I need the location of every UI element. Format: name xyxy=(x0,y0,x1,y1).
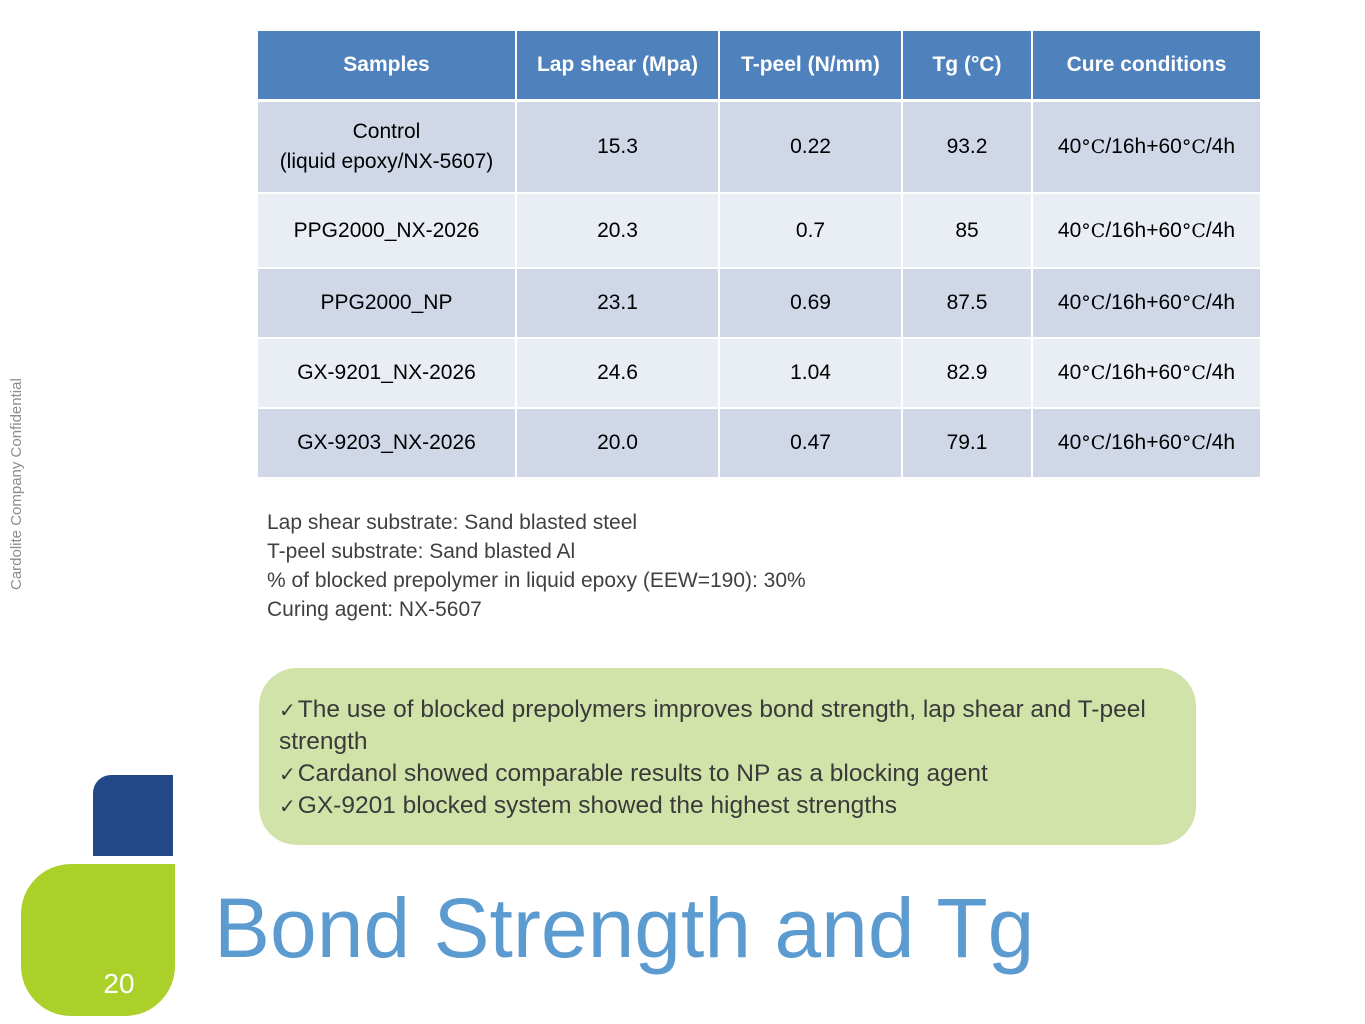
table-row: PPG2000_NX-2026 20.3 0.7 85 40°C/16h+60°… xyxy=(258,193,1260,269)
test-notes: Lap shear substrate: Sand blasted steel … xyxy=(267,508,806,624)
cell-cure: 40°C/16h+60°C/4h xyxy=(1032,408,1260,479)
cell-lap-shear: 23.1 xyxy=(516,268,720,339)
confidential-label: Cardolite Company Confidential xyxy=(8,378,25,590)
cell-tg: 87.5 xyxy=(902,268,1033,339)
table-row: GX-9203_NX-2026 20.0 0.47 79.1 40°C/16h+… xyxy=(258,408,1260,479)
list-item: ✓GX-9201 blocked system showed the highe… xyxy=(279,792,897,819)
table-row: Control (liquid epoxy/NX-5607) 15.3 0.22 … xyxy=(258,100,1260,194)
cell-t-peel: 0.22 xyxy=(719,100,903,194)
cell-t-peel: 1.04 xyxy=(719,338,903,409)
check-icon: ✓ xyxy=(279,698,296,722)
cell-tg: 79.1 xyxy=(902,408,1033,479)
cell-sample: GX-9201_NX-2026 xyxy=(258,338,517,409)
note-prepolymer-percent: % of blocked prepolymer in liquid epoxy … xyxy=(267,569,806,592)
table-row: PPG2000_NP 23.1 0.69 87.5 40°C/16h+60°C/… xyxy=(258,268,1260,339)
cell-lap-shear: 15.3 xyxy=(516,100,720,194)
check-icon: ✓ xyxy=(279,794,296,818)
cell-t-peel: 0.47 xyxy=(719,408,903,479)
cell-tg: 82.9 xyxy=(902,338,1033,409)
decorative-green-square xyxy=(21,864,175,1016)
header-samples: Samples xyxy=(258,31,517,102)
conclusions-callout: ✓The use of blocked prepolymers improves… xyxy=(259,668,1196,845)
cell-tg: 85 xyxy=(902,193,1033,269)
cell-cure: 40°C/16h+60°C/4h xyxy=(1032,100,1260,194)
table-header-row: Samples Lap shear (Mpa) T-peel (N/mm) Tg… xyxy=(258,31,1260,102)
header-lap-shear: Lap shear (Mpa) xyxy=(516,31,720,102)
header-tg: Tg (°C) xyxy=(902,31,1033,102)
cell-sample: GX-9203_NX-2026 xyxy=(258,408,517,479)
cell-sample: Control (liquid epoxy/NX-5607) xyxy=(258,100,517,194)
cell-cure: 40°C/16h+60°C/4h xyxy=(1032,193,1260,269)
note-t-peel-substrate: T-peel substrate: Sand blasted Al xyxy=(267,540,576,563)
note-curing-agent: Curing agent: NX-5607 xyxy=(267,598,482,621)
table-row: GX-9201_NX-2026 24.6 1.04 82.9 40°C/16h+… xyxy=(258,338,1260,409)
cell-sample: PPG2000_NX-2026 xyxy=(258,193,517,269)
cell-t-peel: 0.69 xyxy=(719,268,903,339)
check-icon: ✓ xyxy=(279,762,296,786)
cell-sample: PPG2000_NP xyxy=(258,268,517,339)
cell-t-peel: 0.7 xyxy=(719,193,903,269)
results-table: Samples Lap shear (Mpa) T-peel (N/mm) Tg… xyxy=(258,31,1260,479)
page-number: 20 xyxy=(103,968,135,999)
cell-tg: 93.2 xyxy=(902,100,1033,194)
list-item: ✓The use of blocked prepolymers improves… xyxy=(279,696,1146,755)
cell-cure: 40°C/16h+60°C/4h xyxy=(1032,338,1260,409)
slide-title: Bond Strength and Tg xyxy=(214,881,1035,975)
header-t-peel: T-peel (N/mm) xyxy=(719,31,903,102)
decorative-blue-square xyxy=(93,775,173,856)
note-lap-shear-substrate: Lap shear substrate: Sand blasted steel xyxy=(267,511,638,534)
cell-lap-shear: 24.6 xyxy=(516,338,720,409)
cell-lap-shear: 20.3 xyxy=(516,193,720,269)
cell-cure: 40°C/16h+60°C/4h xyxy=(1032,268,1260,339)
list-item: ✓Cardanol showed comparable results to N… xyxy=(279,760,988,787)
header-cure-conditions: Cure conditions xyxy=(1032,31,1260,102)
cell-lap-shear: 20.0 xyxy=(516,408,720,479)
